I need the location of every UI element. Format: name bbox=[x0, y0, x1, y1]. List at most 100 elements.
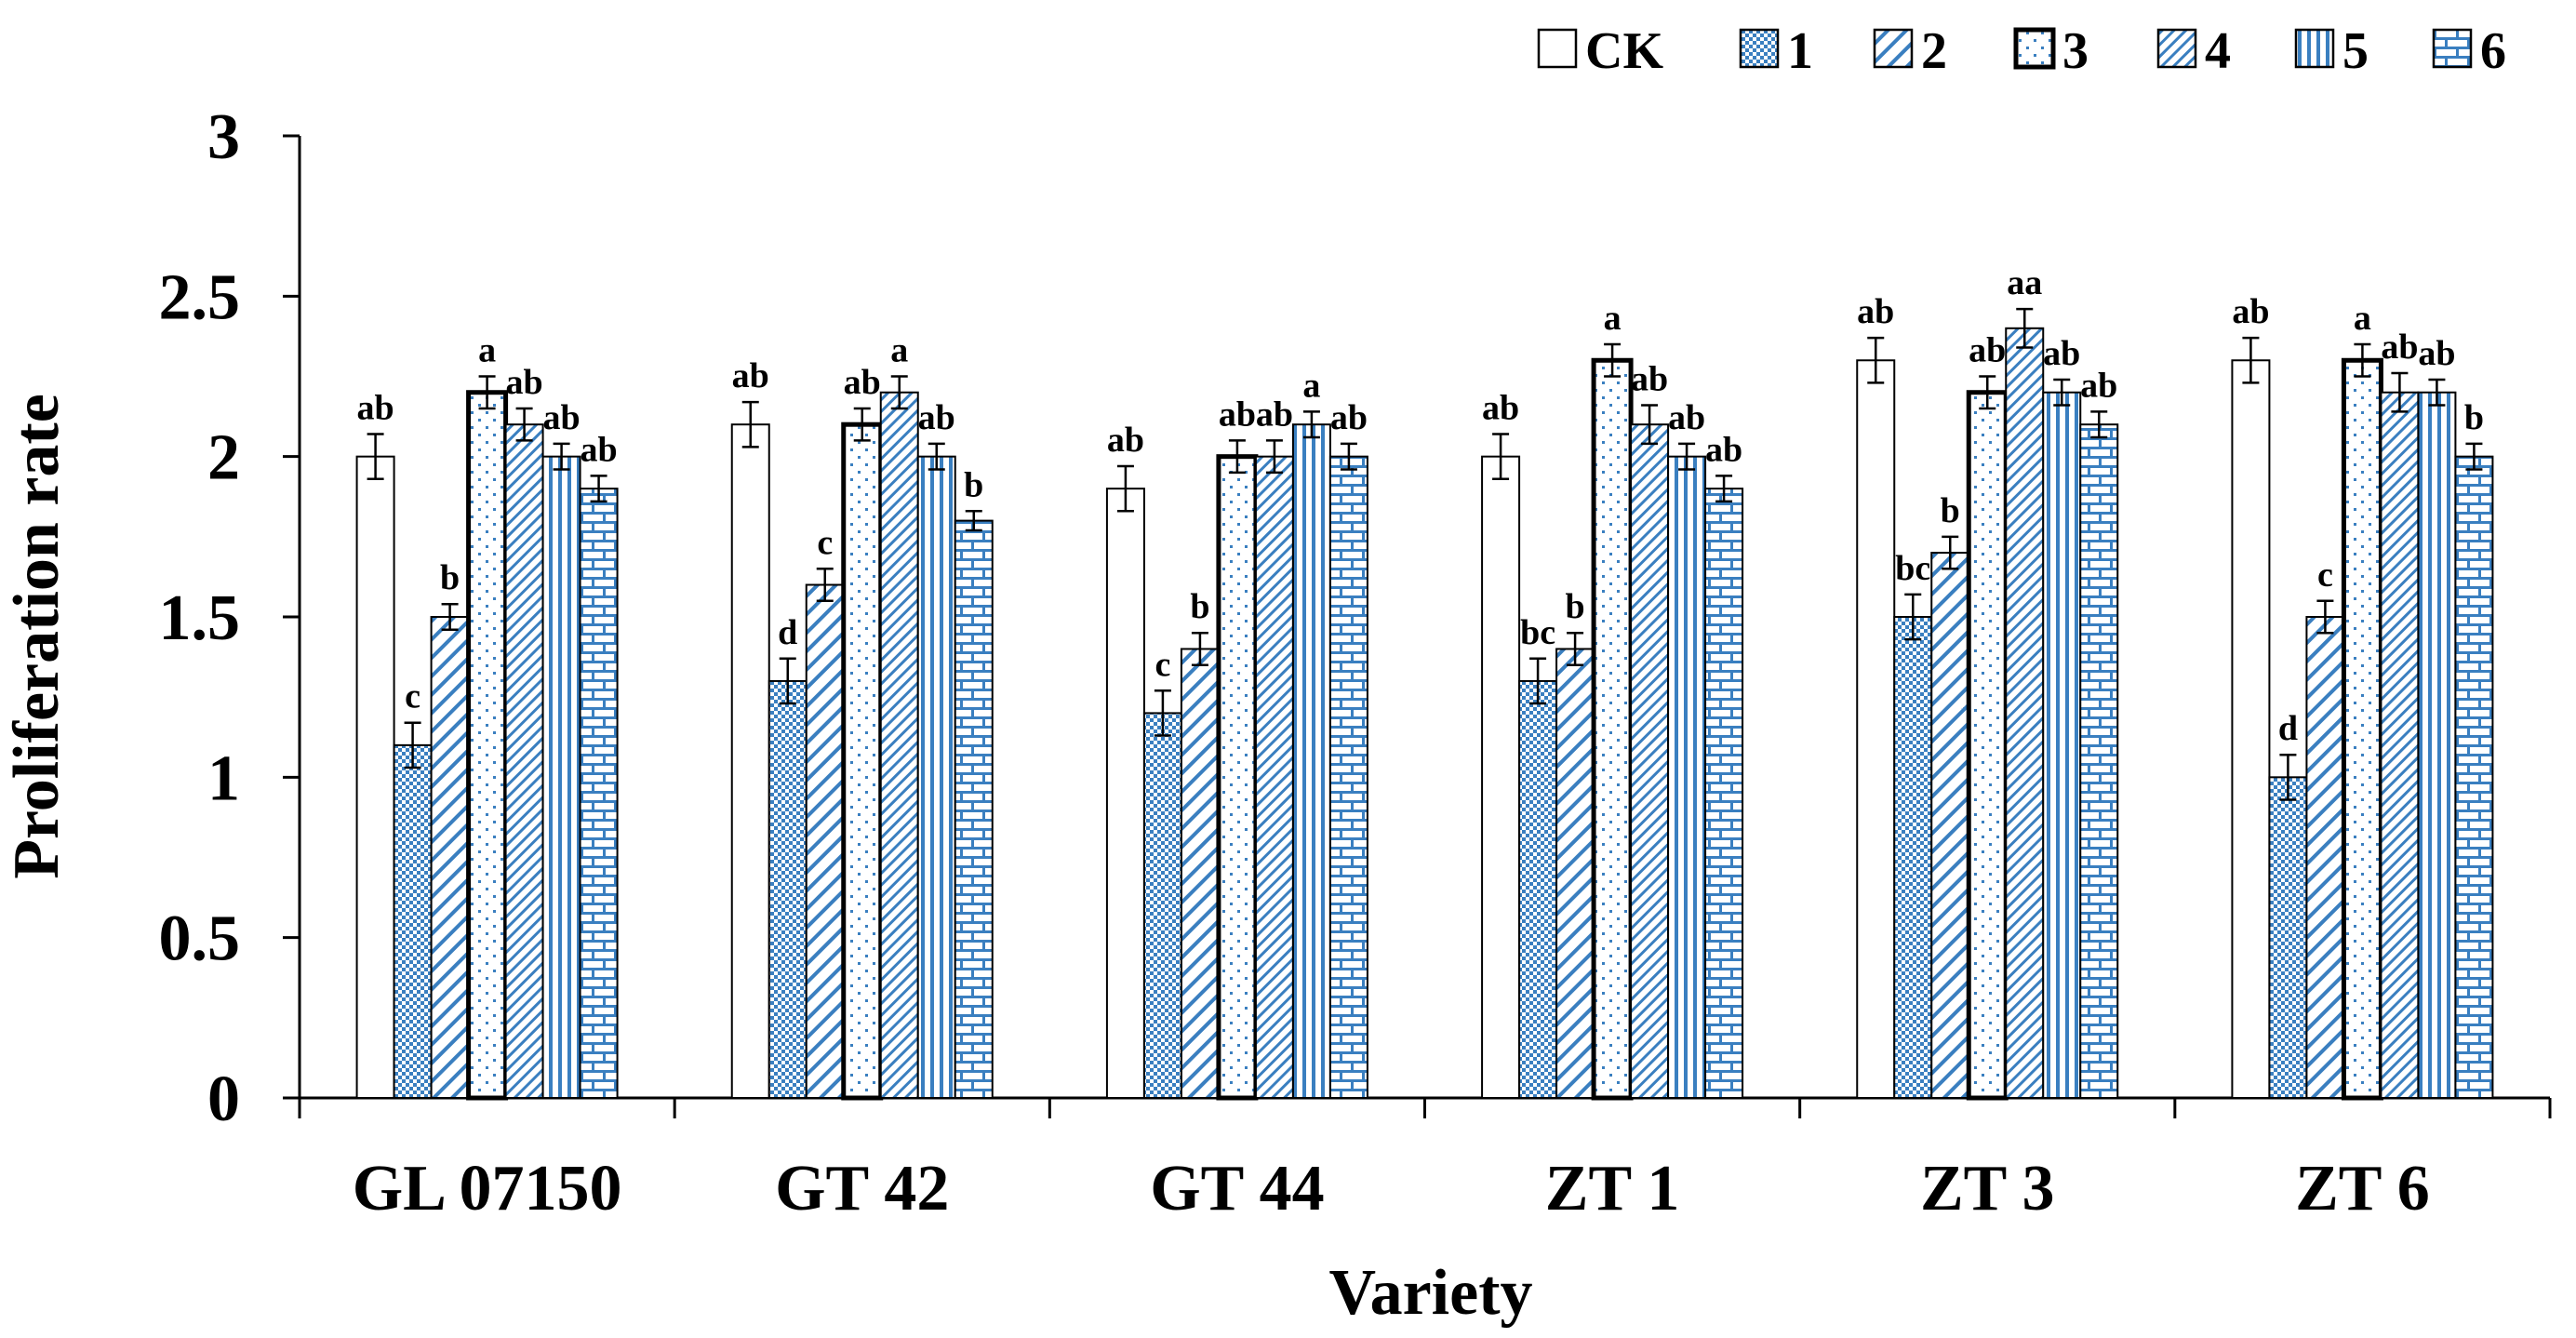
bar bbox=[1667, 455, 1707, 1099]
y-axis-title: Proliferation rate bbox=[1, 394, 73, 879]
bar bbox=[1893, 616, 1933, 1099]
x-category-label: GT 42 bbox=[775, 1153, 949, 1224]
significance-label: b bbox=[1566, 587, 1585, 626]
bar bbox=[1518, 679, 1558, 1100]
significance-label: bc bbox=[1895, 549, 1930, 588]
y-tick-label: 1 bbox=[207, 743, 240, 814]
y-tick-label: 3 bbox=[207, 101, 240, 173]
legend-label: CK bbox=[1585, 22, 1663, 80]
bar bbox=[2417, 391, 2457, 1099]
bar bbox=[2454, 455, 2494, 1099]
significance-label: b bbox=[1941, 491, 1960, 530]
bar bbox=[730, 423, 770, 1099]
legend-swatch bbox=[1739, 28, 1780, 69]
bar bbox=[1856, 359, 1896, 1099]
legend-swatch bbox=[2294, 28, 2335, 69]
bar bbox=[355, 455, 395, 1099]
x-axis-title: Variety bbox=[1328, 1257, 1532, 1329]
legend-swatch bbox=[2432, 28, 2473, 69]
bar bbox=[1555, 648, 1595, 1099]
bar bbox=[767, 679, 808, 1100]
significance-label: ab bbox=[2418, 334, 2455, 373]
significance-label: ab bbox=[2381, 328, 2418, 367]
significance-label: ab bbox=[844, 363, 881, 402]
x-category-label: ZT 3 bbox=[1920, 1153, 2055, 1224]
legend-swatch bbox=[2013, 27, 2056, 70]
bar bbox=[916, 455, 956, 1099]
bar bbox=[1291, 423, 1331, 1099]
significance-label: ab bbox=[1482, 389, 1519, 428]
y-tick-label: 1.5 bbox=[159, 582, 241, 654]
significance-label: d bbox=[778, 613, 797, 652]
bar bbox=[1180, 648, 1220, 1099]
bar bbox=[430, 616, 470, 1099]
significance-label: ab bbox=[732, 356, 769, 395]
y-tick-label: 2 bbox=[207, 422, 240, 494]
bar bbox=[579, 488, 619, 1099]
bar bbox=[805, 583, 845, 1099]
legend-swatch bbox=[2156, 28, 2197, 69]
significance-label: ab bbox=[2232, 292, 2269, 331]
x-category-label: GL 07150 bbox=[353, 1153, 622, 1224]
bar bbox=[879, 391, 919, 1099]
legend-swatch bbox=[1537, 28, 1578, 69]
bar bbox=[1704, 488, 1744, 1099]
legend-label: 1 bbox=[1787, 22, 1813, 80]
significance-label: ab bbox=[2043, 334, 2080, 373]
y-axis: 0 0.5 1 1.5 2 2.5 3 bbox=[159, 101, 301, 1135]
bar bbox=[954, 519, 994, 1099]
significance-label: ab bbox=[1857, 292, 1894, 331]
bar bbox=[393, 743, 433, 1099]
bar bbox=[504, 423, 544, 1099]
bar bbox=[1142, 712, 1182, 1100]
bar bbox=[1254, 455, 1294, 1099]
bar bbox=[2305, 616, 2345, 1099]
bar bbox=[2341, 357, 2383, 1101]
significance-label: a bbox=[2354, 299, 2371, 338]
significance-label: b bbox=[964, 465, 983, 504]
significance-label: ab bbox=[2080, 366, 2117, 405]
significance-label: ab bbox=[1219, 395, 1256, 434]
legend-label: 6 bbox=[2480, 22, 2506, 80]
y-tick-label: 0 bbox=[207, 1064, 240, 1135]
bar bbox=[841, 421, 884, 1101]
bar bbox=[2231, 359, 2271, 1099]
legend-label: 5 bbox=[2342, 22, 2369, 80]
bar bbox=[1591, 357, 1634, 1101]
significance-label: b bbox=[440, 558, 460, 597]
bar bbox=[466, 390, 509, 1101]
significance-label: ab bbox=[506, 363, 543, 402]
bar bbox=[1105, 488, 1145, 1099]
bar bbox=[2268, 776, 2308, 1099]
significance-label: c bbox=[1155, 645, 1170, 684]
significance-label: ab bbox=[1256, 395, 1293, 434]
significance-label: ab bbox=[1107, 421, 1144, 460]
significance-label: a bbox=[1604, 299, 1622, 338]
significance-label: ab bbox=[1631, 360, 1668, 399]
legend-label: 4 bbox=[2205, 22, 2231, 80]
significance-label: d bbox=[2278, 709, 2298, 748]
bar bbox=[2005, 327, 2045, 1099]
bar bbox=[1481, 455, 1521, 1099]
bar bbox=[1630, 423, 1670, 1099]
significance-label: c bbox=[817, 523, 833, 562]
bar bbox=[1930, 552, 1970, 1099]
bar bbox=[2042, 391, 2082, 1099]
significance-label: ab bbox=[1668, 398, 1705, 437]
significance-label: a bbox=[890, 331, 908, 370]
chart-legend: CK 1 2 3 4 5 6 bbox=[1537, 22, 2506, 80]
bar bbox=[541, 455, 581, 1099]
x-category-label: GT 44 bbox=[1150, 1153, 1324, 1224]
bar bbox=[1216, 454, 1259, 1101]
significance-label: b bbox=[2464, 398, 2484, 437]
x-category-label: ZT 1 bbox=[1545, 1153, 1680, 1224]
significance-label: ab bbox=[357, 389, 394, 428]
significance-label: b bbox=[1190, 587, 1209, 626]
bar bbox=[2380, 391, 2420, 1099]
significance-label: ab bbox=[918, 398, 955, 437]
significance-label: ab bbox=[1969, 331, 2006, 370]
significance-label: aa bbox=[2007, 263, 2042, 302]
bar bbox=[2079, 423, 2119, 1099]
